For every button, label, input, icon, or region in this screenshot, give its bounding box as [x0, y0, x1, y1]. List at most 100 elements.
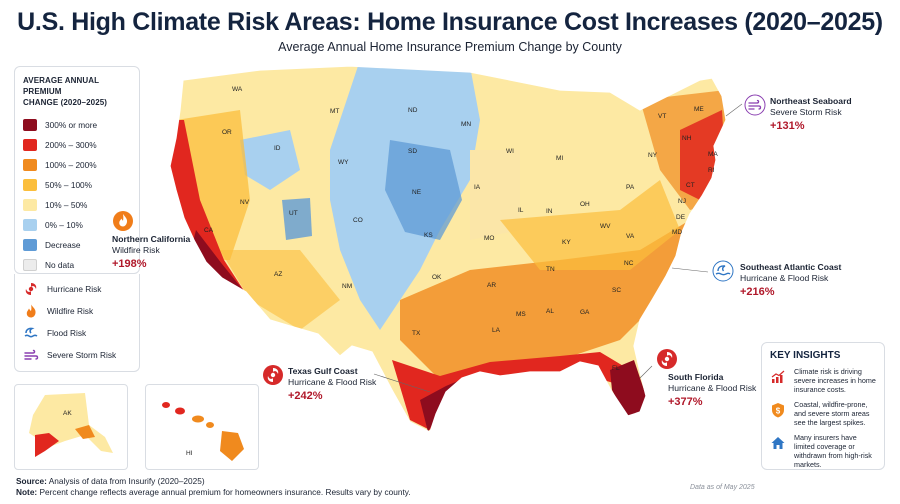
legend-swatch — [23, 239, 37, 251]
state-label-tx: TX — [412, 330, 421, 337]
callout-norcal-region: Northern California — [112, 234, 191, 244]
florida-severe-region — [610, 360, 646, 418]
callout-southeast-risk: Hurricane & Flood Risk — [740, 273, 829, 283]
state-label-ut: UT — [289, 210, 298, 217]
legend-label: 300% or more — [45, 120, 98, 130]
state-label-nh: NH — [682, 135, 692, 142]
alaska-inset: AK — [14, 384, 128, 470]
legend-label: No data — [45, 260, 75, 270]
state-label-ma: MA — [708, 151, 718, 158]
state-label-nm: NM — [342, 283, 352, 290]
insight-item: $ Coastal, wildfire-prone, and severe st… — [770, 400, 876, 427]
legend-item: 300% or more — [23, 115, 131, 135]
state-label-nv: NV — [240, 199, 250, 206]
legend-label: 200% – 300% — [45, 140, 97, 150]
state-label-co: CO — [353, 217, 363, 224]
state-label-sd: SD — [408, 148, 417, 155]
us-outline — [169, 65, 727, 433]
legend-title-line2: CHANGE (2020–2025) — [23, 98, 108, 107]
callout-leader-northeast — [725, 103, 743, 117]
state-label-vt: VT — [658, 113, 666, 120]
state-label-tn: TN — [546, 266, 555, 273]
legend-swatch — [23, 159, 37, 171]
hurricane-icon — [263, 365, 283, 385]
state-label-nc: NC — [624, 260, 634, 267]
callout-northeast-region: Northeast Seaboard — [770, 96, 852, 106]
pacific-coast-region — [170, 120, 250, 300]
southwest-moderate-region — [220, 250, 340, 330]
northwest-blue-region — [240, 130, 300, 190]
callout-northern-california: Northern California Wildfire Risk +198% — [112, 234, 190, 270]
state-label-il: IL — [518, 207, 524, 214]
state-label-oh: OH — [580, 201, 590, 208]
callout-leader-southeast — [671, 267, 709, 273]
hurricane-icon — [25, 283, 37, 295]
data-date: Data as of May 2025 — [690, 484, 755, 491]
legend-label: 0% – 10% — [45, 220, 83, 230]
svg-text:$: $ — [776, 407, 781, 416]
house-icon — [771, 437, 785, 449]
callout-northeast-pct: +131% — [770, 120, 805, 132]
risk-item-hurricane: Hurricane Risk — [23, 278, 131, 300]
legend-swatch — [23, 259, 37, 271]
legend-item: 50% – 100% — [23, 175, 131, 195]
callout-northeast-seaboard: Northeast Seaboard Severe Storm Risk +13… — [770, 96, 852, 132]
premium-change-legend: AVERAGE ANNUAL PREMIUM CHANGE (2020–2025… — [14, 66, 140, 274]
state-label-mo: MO — [484, 235, 494, 242]
hurricane-icon — [657, 349, 677, 369]
note-label: Note: — [16, 487, 38, 497]
risk-item-storm: Severe Storm Risk — [23, 344, 131, 366]
state-label-mi: MI — [556, 155, 563, 162]
page-subtitle: Average Annual Home Insurance Premium Ch… — [278, 40, 622, 54]
callout-texas-gulf: Texas Gulf Coast Hurricane & Flood Risk … — [288, 366, 376, 402]
legend-item: 200% – 300% — [23, 135, 131, 155]
legend-item: 10% – 50% — [23, 195, 131, 215]
state-label-ga: GA — [580, 309, 590, 316]
insight-text: Climate risk is driving severe increases… — [794, 367, 876, 394]
legend-title-line1: AVERAGE ANNUAL PREMIUM — [23, 76, 99, 96]
rising-chart-icon — [771, 370, 785, 383]
source-label: Source: — [16, 476, 47, 486]
callout-texas-pct: +242% — [288, 390, 323, 402]
state-label-ky: KY — [562, 239, 571, 246]
state-label-ms: MS — [516, 311, 526, 318]
state-label-ia: IA — [474, 184, 481, 191]
legend-swatch — [23, 119, 37, 131]
legend-label: Decrease — [45, 240, 81, 250]
state-label-ks: KS — [424, 232, 433, 239]
state-label-me: ME — [694, 106, 704, 113]
state-label-wy: WY — [338, 159, 349, 166]
state-label-sc: SC — [612, 287, 621, 294]
state-label-or: OR — [222, 129, 232, 136]
state-label-ca: CA — [204, 227, 214, 234]
state-label-va: VA — [626, 233, 635, 240]
state-label-wi: WI — [506, 148, 514, 155]
plains-decrease-core — [385, 140, 462, 240]
risk-label-wildfire: Wildfire Risk — [47, 306, 94, 316]
legend-label: 50% – 100% — [45, 180, 93, 190]
risk-label-flood: Flood Risk — [47, 328, 87, 338]
insight-text: Many insurers have limited coverage or w… — [794, 433, 872, 469]
note-line: Note: Percent change reflects average an… — [16, 487, 411, 498]
callout-florida-region: South Florida — [668, 372, 724, 382]
legend-swatch — [23, 199, 37, 211]
legend-swatch — [23, 179, 37, 191]
legend-swatch — [23, 219, 37, 231]
risk-label-storm: Severe Storm Risk — [47, 350, 117, 360]
callout-florida-pct: +377% — [668, 396, 703, 408]
state-label-la: LA — [492, 327, 501, 334]
key-insights-title: KEY INSIGHTS — [770, 350, 841, 361]
southeast-moderate-region — [500, 180, 680, 270]
hawaii-inset: HI — [145, 384, 259, 470]
callout-southeast-atlantic: Southeast Atlantic Coast Hurricane & Flo… — [740, 262, 841, 298]
legend-item: 0% – 10% — [23, 215, 131, 235]
source-text: Analysis of data from Insurify (2020–202… — [48, 476, 205, 486]
state-label-de: DE — [676, 214, 686, 221]
state-label-id: ID — [274, 145, 281, 152]
legend-item: Decrease — [23, 235, 131, 255]
callout-texas-risk: Hurricane & Flood Risk — [288, 377, 377, 387]
state-labels: WA OR CA NV ID MT WY UT AZ NM CO ND SD N… — [204, 86, 718, 372]
page-title: U.S. High Climate Risk Areas: Home Insur… — [17, 8, 883, 36]
flame-icon — [113, 211, 133, 231]
legend-swatch — [23, 139, 37, 151]
